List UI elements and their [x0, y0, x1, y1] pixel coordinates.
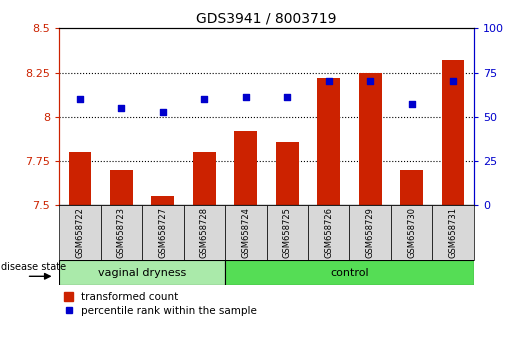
- Bar: [225, 205, 267, 260]
- Bar: [391, 205, 433, 260]
- Bar: [349, 205, 391, 260]
- Bar: [225, 260, 474, 285]
- Point: [366, 79, 374, 84]
- Bar: [433, 205, 474, 260]
- Point: [117, 105, 126, 111]
- Point: [324, 79, 333, 84]
- Text: disease state: disease state: [1, 262, 66, 272]
- Text: GSM658727: GSM658727: [159, 207, 167, 258]
- Text: GSM658729: GSM658729: [366, 207, 374, 258]
- Bar: [142, 205, 183, 260]
- Bar: [276, 142, 299, 205]
- Text: GSM658723: GSM658723: [117, 207, 126, 258]
- Point: [159, 109, 167, 114]
- Text: GSM658731: GSM658731: [449, 207, 457, 258]
- Point: [407, 102, 416, 107]
- Point: [449, 79, 457, 84]
- Bar: [101, 205, 142, 260]
- Text: control: control: [330, 268, 369, 278]
- Bar: [184, 205, 225, 260]
- Text: GSM658722: GSM658722: [76, 207, 84, 258]
- Bar: [234, 131, 257, 205]
- Bar: [59, 260, 225, 285]
- Bar: [267, 205, 308, 260]
- Text: GSM658726: GSM658726: [324, 207, 333, 258]
- Text: GSM658728: GSM658728: [200, 207, 209, 258]
- Bar: [442, 60, 465, 205]
- Bar: [193, 152, 216, 205]
- Point: [283, 95, 291, 100]
- Bar: [317, 78, 340, 205]
- Point: [242, 95, 250, 100]
- Text: GSM658725: GSM658725: [283, 207, 291, 258]
- Bar: [308, 205, 349, 260]
- Text: GSM658724: GSM658724: [242, 207, 250, 258]
- Text: GSM658730: GSM658730: [407, 207, 416, 258]
- Text: vaginal dryness: vaginal dryness: [98, 268, 186, 278]
- Point: [200, 96, 209, 102]
- Bar: [400, 170, 423, 205]
- Bar: [359, 73, 382, 205]
- Bar: [110, 170, 133, 205]
- Legend: transformed count, percentile rank within the sample: transformed count, percentile rank withi…: [64, 292, 257, 316]
- Title: GDS3941 / 8003719: GDS3941 / 8003719: [196, 12, 337, 26]
- Bar: [151, 196, 174, 205]
- Point: [76, 96, 84, 102]
- Bar: [68, 152, 91, 205]
- Bar: [59, 205, 101, 260]
